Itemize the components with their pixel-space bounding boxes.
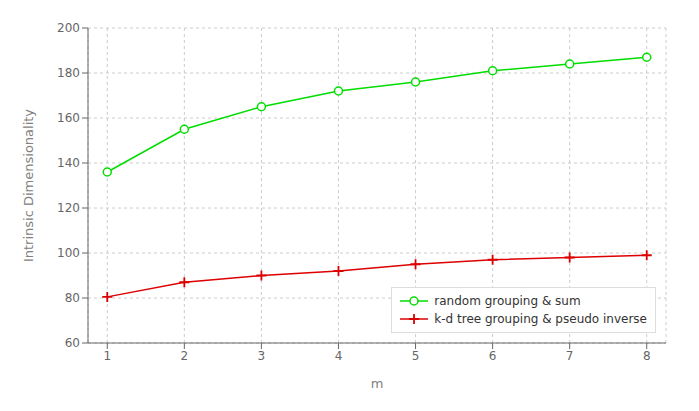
svg-text:120: 120 xyxy=(57,201,80,215)
svg-text:160: 160 xyxy=(57,111,80,125)
html-text:random grouping & sum: random grouping & sum xyxy=(434,294,581,308)
svg-text:100: 100 xyxy=(57,246,80,260)
svg-text:6: 6 xyxy=(489,349,497,363)
svg-text:140: 140 xyxy=(57,156,80,170)
svg-text:4: 4 xyxy=(335,349,343,363)
svg-text:60: 60 xyxy=(65,336,80,350)
svg-text:8: 8 xyxy=(643,349,651,363)
svg-text:2: 2 xyxy=(181,349,189,363)
svg-text:m: m xyxy=(371,376,384,391)
svg-text:1: 1 xyxy=(103,349,111,363)
html-text:k-d tree grouping & pseudo inv: k-d tree grouping & pseudo inverse xyxy=(434,312,647,326)
svg-text:5: 5 xyxy=(412,349,420,363)
svg-text:7: 7 xyxy=(566,349,574,363)
svg-text:Intrinsic Dimensionality: Intrinsic Dimensionality xyxy=(21,109,36,262)
svg-text:200: 200 xyxy=(57,21,80,35)
svg-text:3: 3 xyxy=(258,349,266,363)
svg-text:80: 80 xyxy=(65,291,80,305)
svg-text:180: 180 xyxy=(57,66,80,80)
